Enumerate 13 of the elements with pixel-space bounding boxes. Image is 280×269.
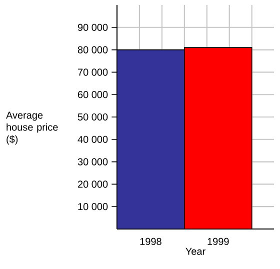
y-tick-label: 60 000 [78, 91, 108, 98]
y-tick-label: 80 000 [78, 46, 108, 54]
y-tick-label: 20 000 [78, 180, 108, 188]
y-tick-label: 30 000 [78, 158, 108, 166]
x-tick-label: 1999 [208, 238, 229, 246]
x-tick-label: 1998 [140, 238, 162, 246]
y-tick-label: 10 000 [78, 203, 108, 210]
y-axis-title: Average house price ($) [6, 112, 58, 145]
y-tick-label: 90 000 [78, 24, 108, 31]
y-tick-label: 50 000 [78, 113, 108, 121]
x-axis-title: Year [186, 248, 206, 255]
y-tick-label: 70 000 [78, 68, 108, 76]
y-tick-label: 40 000 [78, 136, 108, 143]
